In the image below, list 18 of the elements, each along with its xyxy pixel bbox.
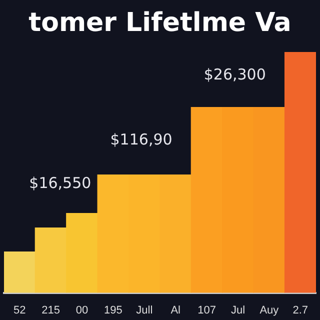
x-tick-label: 52 — [13, 304, 26, 316]
bar — [284, 52, 316, 293]
annotation: $116,90 — [110, 130, 172, 149]
chart-title: tomer Lifetlme Va — [28, 7, 292, 40]
x-tick-label: Auy — [260, 304, 280, 316]
x-tick-label: Al — [170, 304, 180, 316]
annotation: $16,550 — [29, 174, 92, 192]
x-tick-label: Jul — [230, 304, 246, 316]
bar — [4, 252, 36, 293]
x-tick-label: 195 — [104, 304, 122, 316]
x-tick-label: 215 — [42, 304, 60, 316]
x-tick-label: 107 — [198, 304, 216, 316]
bar — [34, 227, 67, 293]
x-tick-label: Jull — [136, 304, 153, 316]
bar — [66, 213, 98, 293]
annotation: $26,300 — [204, 66, 266, 84]
x-tick-label: 00 — [76, 304, 88, 316]
x-tick-label: 2.7 — [292, 304, 308, 316]
